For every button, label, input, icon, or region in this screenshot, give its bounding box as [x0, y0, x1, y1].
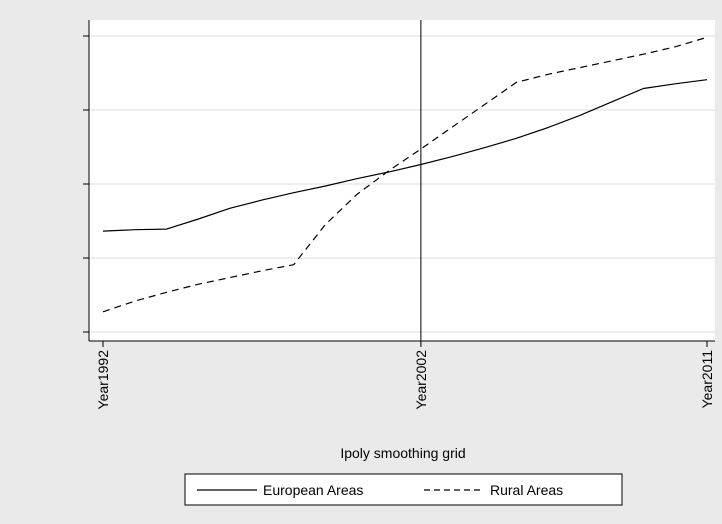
series-line-rural-areas: [102, 36, 708, 313]
legend-label-european-areas: European Areas: [263, 482, 363, 498]
y-ticks: [83, 35, 89, 333]
legend-label-rural-areas: Rural Areas: [490, 482, 563, 498]
series-lines: [102, 36, 708, 313]
axes: [88, 20, 715, 342]
x-tick-label: Year2002: [413, 350, 429, 410]
plot-area: [89, 20, 715, 341]
legend-box: [184, 473, 623, 506]
x-ticks: Year1992 Year2002 Year2011: [95, 341, 715, 409]
legend: European Areas Rural Areas: [184, 473, 623, 506]
series-line-european-areas: [102, 79, 708, 232]
grid-lines: [89, 20, 715, 341]
x-axis-title: Ipoly smoothing grid: [340, 445, 465, 461]
x-tick-label: Year1992: [95, 350, 111, 410]
x-tick-label: Year2011: [699, 350, 715, 409]
